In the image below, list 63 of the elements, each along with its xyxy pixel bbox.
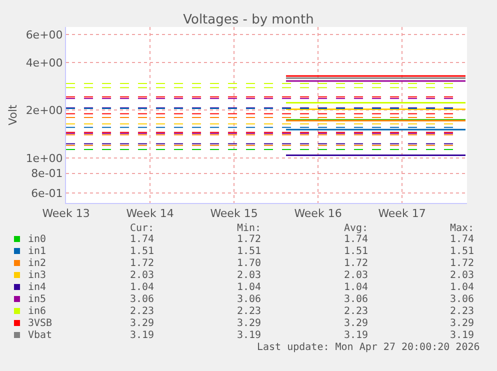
legend-label: in5 [28, 294, 46, 305]
legend-label: Vbat [28, 330, 52, 341]
text: 2.23 [450, 306, 474, 317]
legend-label: in0 [28, 234, 46, 245]
legend-label: in1 [28, 246, 46, 257]
text: 3.29 [450, 318, 474, 329]
text: 1.51 [450, 246, 474, 257]
text: 1.04 [450, 282, 474, 293]
y-tick-label: 8e-01 [31, 167, 63, 180]
text: 2.03 [130, 270, 154, 281]
legend-label: in6 [28, 306, 46, 317]
y-tick-label: 6e+00 [26, 28, 63, 42]
x-tick-label: Week 13 [42, 207, 90, 220]
text: 1.04 [344, 282, 368, 293]
legend-label: 3VSB [28, 318, 52, 329]
legend-label: in4 [28, 282, 46, 293]
text: 3.06 [237, 294, 262, 305]
y-tick-label: 1e+00 [26, 152, 63, 165]
text: 1.74 [344, 234, 368, 245]
text: 1.72 [130, 258, 154, 269]
text: Avg: [344, 223, 368, 234]
text: Cur: [130, 223, 154, 234]
text: 1.70 [237, 258, 262, 269]
text: 1.72 [344, 258, 368, 269]
text: 3.19 [130, 330, 154, 341]
y-tick-label: 2e+00 [26, 104, 63, 118]
text: 1.04 [130, 282, 154, 293]
text: 1.04 [237, 282, 262, 293]
legend-label: in3 [28, 270, 46, 281]
text: Max: [450, 223, 474, 234]
text: 2.23 [130, 306, 154, 317]
text: 3.29 [237, 318, 262, 329]
legend-label: in2 [28, 258, 46, 269]
text: 2.23 [344, 306, 368, 317]
text: 1.51 [344, 246, 368, 257]
x-tick-label: Week 17 [378, 207, 426, 220]
text: 1.72 [237, 234, 262, 245]
x-tick-label: Week 15 [210, 207, 258, 220]
x-tick-label: Week 14 [126, 207, 174, 220]
text: 1.51 [130, 246, 154, 257]
text: 3.06 [344, 294, 368, 305]
text: 2.03 [344, 270, 368, 281]
text: 3.29 [130, 318, 154, 329]
text: 2.23 [237, 306, 262, 317]
text: 3.29 [344, 318, 368, 329]
text: 2.03 [237, 270, 262, 281]
text: 1.74 [450, 234, 474, 245]
text: 3.06 [450, 294, 474, 305]
text: 1.72 [450, 258, 474, 269]
y-tick-label: 6e-01 [31, 187, 63, 200]
text: 1.74 [130, 234, 154, 245]
text: 1.51 [237, 246, 262, 257]
y-axis-title: Volt [6, 104, 20, 126]
y-tick-label: 4e+00 [26, 56, 63, 70]
chart-title: Voltages - by month [183, 12, 314, 28]
text: 3.19 [450, 330, 474, 341]
text: Min: [237, 223, 262, 234]
text: 3.19 [237, 330, 262, 341]
text: 2.03 [450, 270, 474, 281]
text: Last update: Mon Apr 27 20:00:20 2026 [257, 342, 480, 353]
x-tick-label: Week 16 [294, 207, 342, 220]
text: 3.06 [130, 294, 154, 305]
text: 3.19 [344, 330, 368, 341]
